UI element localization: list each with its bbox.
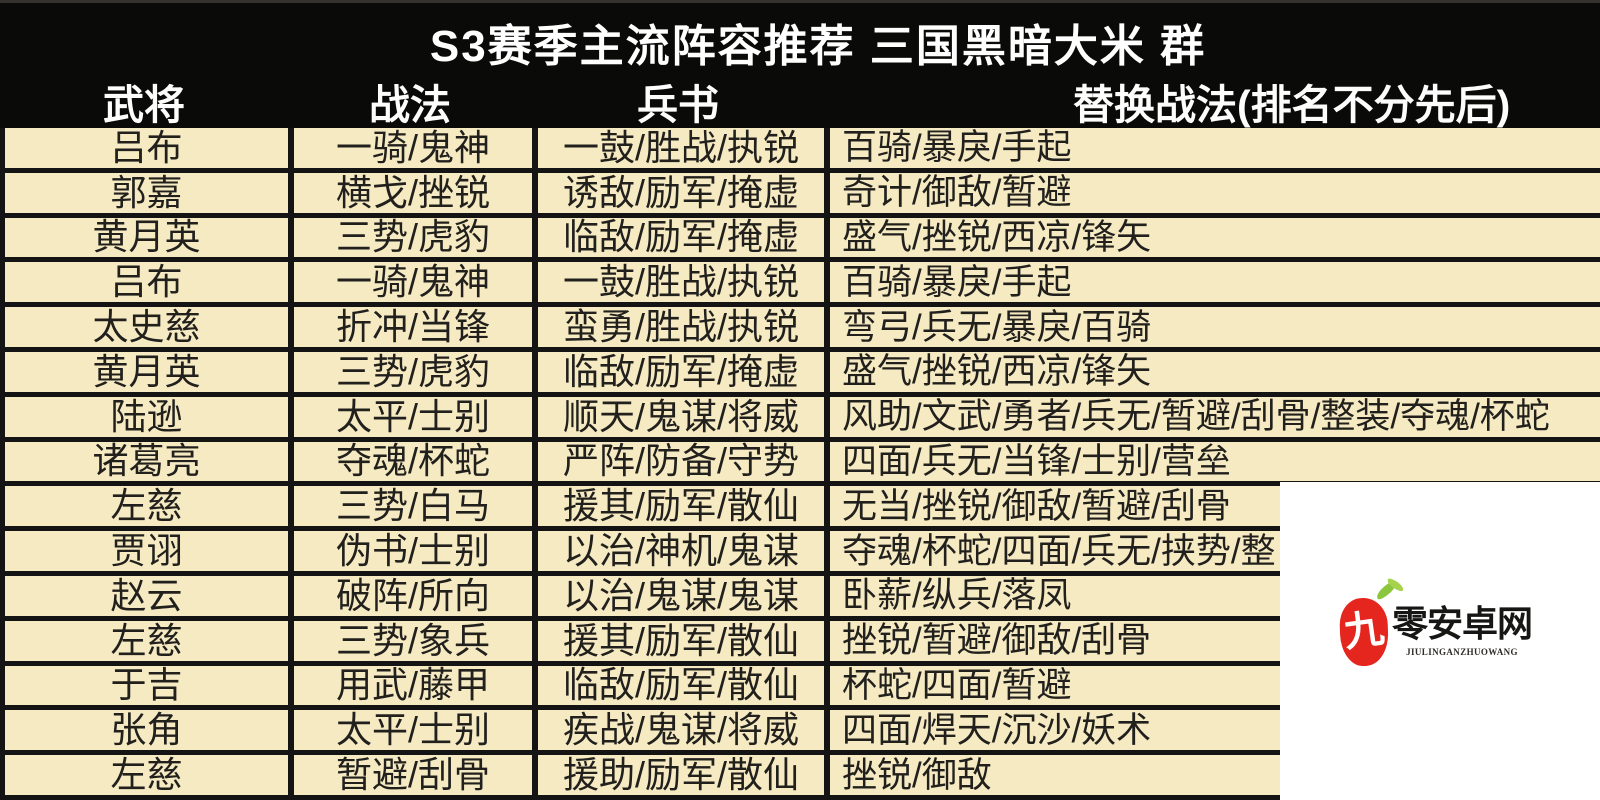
- table-row: 郭嘉 横戈/挫锐 诱敌/励军/掩虚 奇计/御敌/暂避: [0, 172, 1600, 218]
- table-row: 黄月英 三势/虎豹 临敌/励军/掩虚 盛气/挫锐/西凉/锋矢: [0, 351, 1600, 397]
- table-row: 陆逊 太平/士别 顺天/鬼谋/将威 风助/文武/勇者/兵无/暂避/刮骨/整装/夺魂/杯…: [0, 396, 1600, 442]
- cell-alternatives: 风助/文武/勇者/兵无/暂避/刮骨/整装/夺魂/杯蛇: [824, 396, 1600, 437]
- cell-books: 蛮勇/胜战/执锐: [532, 307, 824, 347]
- cell-tactics: 破阵/所向: [288, 575, 532, 616]
- column-header-tactics: 战法: [369, 82, 451, 128]
- cell-books: 援助/励军/散仙: [532, 755, 824, 795]
- cell-general: 吕布: [110, 128, 183, 168]
- table-row: 吕布 一骑/鬼神 一鼓/胜战/执锐 百骑/暴戾/手起: [0, 262, 1600, 308]
- cell-books: 严阵/防备/守势: [532, 441, 824, 482]
- cell-tactics: 暂避/刮骨: [288, 755, 532, 795]
- column-header-alternatives: 替换战法(排名不分先后): [1073, 82, 1511, 128]
- watermark-seal: 九: [1338, 577, 1406, 667]
- cell-alternatives: 四面/兵无/当锋/士别/营垒: [824, 441, 1600, 482]
- cell-general: 陆逊: [110, 396, 183, 437]
- cell-alternatives: 奇计/御敌/暂避: [824, 172, 1600, 213]
- table-row: 诸葛亮 夺魂/杯蛇 严阵/防备/守势 四面/兵无/当锋/士别/营垒: [0, 441, 1600, 487]
- cell-alternatives: 无当/挫锐/御敌/暂避/刮骨: [824, 486, 1600, 527]
- cell-tactics: 夺魂/杯蛇: [288, 441, 532, 482]
- cell-alternatives: 盛气/挫锐/西凉/锋矢: [824, 351, 1600, 392]
- cell-alternatives: 盛气/挫锐/西凉/锋矢: [824, 217, 1600, 258]
- cell-alternatives: 百骑/暴戾/手起: [824, 262, 1600, 303]
- cell-tactics: 一骑/鬼神: [288, 262, 532, 303]
- page-title: S3赛季主流阵容推荐 三国黑暗大米 群: [429, 22, 1207, 71]
- cell-tactics: 太平/士别: [288, 396, 532, 437]
- top-edge-line: [0, 0, 1600, 3]
- watermark-site-latin: JIULINGANZHUOWANG: [1406, 646, 1518, 657]
- cell-tactics: 横戈/挫锐: [288, 172, 532, 213]
- cell-tactics: 三势/虎豹: [288, 351, 532, 392]
- cell-alternatives: 夺魂/杯蛇/四面/兵无/挟势/整: [824, 531, 1600, 571]
- cell-books: 一鼓/胜战/执锐: [532, 128, 824, 168]
- table-row: 吕布 一骑/鬼神 一鼓/胜战/执锐 百骑/暴戾/手起: [0, 128, 1600, 173]
- cell-general: 黄月英: [92, 351, 201, 392]
- table-row: 左慈 三势/象兵 援其/励军/散仙 挫锐/暂避/御敌/刮骨: [0, 620, 1600, 666]
- cell-books: 以治/鬼谋/鬼谋: [532, 575, 824, 616]
- cell-general: 张角: [110, 710, 183, 751]
- cell-general: 太史慈: [92, 307, 201, 347]
- cell-books: 临敌/励军/散仙: [532, 665, 824, 706]
- cell-books: 顺天/鬼谋/将威: [532, 396, 824, 437]
- cell-general: 左慈: [110, 755, 183, 795]
- table-row: 黄月英 三势/虎豹 临敌/励军/掩虚 盛气/挫锐/西凉/锋矢: [0, 217, 1600, 263]
- cell-alternatives: 挫锐/暂避/御敌/刮骨: [824, 620, 1600, 661]
- cell-general: 吕布: [110, 262, 183, 303]
- cell-books: 援其/励军/散仙: [532, 620, 824, 661]
- cell-tactics: 折冲/当锋: [288, 307, 532, 347]
- cell-tactics: 伪书/士别: [288, 531, 532, 571]
- cell-tactics: 三势/虎豹: [288, 217, 532, 258]
- cell-books: 诱敌/励军/掩虚: [532, 172, 824, 213]
- cell-general: 左慈: [110, 486, 183, 527]
- column-header-warbooks: 兵书: [637, 82, 719, 128]
- cell-books: 以治/神机/鬼谋: [532, 531, 824, 571]
- cell-alternatives: 四面/焊天/沉沙/妖术: [824, 710, 1600, 751]
- cell-general: 黄月英: [92, 217, 201, 258]
- table-row: 太史慈 折冲/当锋 蛮勇/胜战/执锐 弯弓/兵无/暴戾/百骑: [0, 307, 1600, 352]
- cell-books: 一鼓/胜战/执锐: [532, 262, 824, 303]
- cell-books: 援其/励军/散仙: [532, 486, 824, 527]
- cell-books: 临敌/励军/掩虚: [532, 217, 824, 258]
- cell-alternatives: 弯弓/兵无/暴戾/百骑: [824, 307, 1600, 347]
- seal-character: 九: [1340, 604, 1387, 657]
- watermark-site-name: 零安卓网: [1392, 604, 1533, 645]
- cell-general: 贾诩: [110, 531, 183, 571]
- cell-alternatives: 百骑/暴戾/手起: [824, 128, 1600, 168]
- watermark-box: 九 零安卓网 JIULINGANZHUOWANG: [1280, 482, 1600, 800]
- cell-tactics: 一骑/鬼神: [288, 128, 532, 168]
- cell-tactics: 太平/士别: [288, 710, 532, 751]
- cell-general: 诸葛亮: [92, 441, 201, 482]
- table-body: 吕布 一骑/鬼神 一鼓/胜战/执锐 百骑/暴戾/手起 郭嘉 横戈/挫锐 诱敌/励军/掩虚 奇计…: [0, 128, 1600, 800]
- watermark-text: 零安卓网 JIULINGANZHUOWANG: [1392, 604, 1533, 657]
- cell-tactics: 三势/象兵: [288, 620, 532, 661]
- cell-alternatives: 杯蛇/四面/暂避: [824, 665, 1600, 706]
- cell-alternatives: 挫锐/御敌: [824, 755, 1600, 795]
- table-header: 武将 战法 兵书 替换战法(排名不分先后): [0, 84, 1600, 128]
- cell-tactics: 用武/藤甲: [288, 665, 532, 706]
- cell-books: 疾战/鬼谋/将威: [532, 710, 824, 751]
- cell-tactics: 三势/白马: [288, 486, 532, 527]
- cell-general: 于吉: [110, 665, 183, 706]
- cell-general: 赵云: [110, 575, 183, 616]
- column-header-general: 武将: [103, 82, 185, 128]
- cell-general: 郭嘉: [110, 172, 183, 213]
- cell-alternatives: 卧薪/纵兵/落凤: [824, 575, 1600, 616]
- cell-general: 左慈: [110, 620, 183, 661]
- cell-books: 临敌/励军/掩虚: [532, 351, 824, 392]
